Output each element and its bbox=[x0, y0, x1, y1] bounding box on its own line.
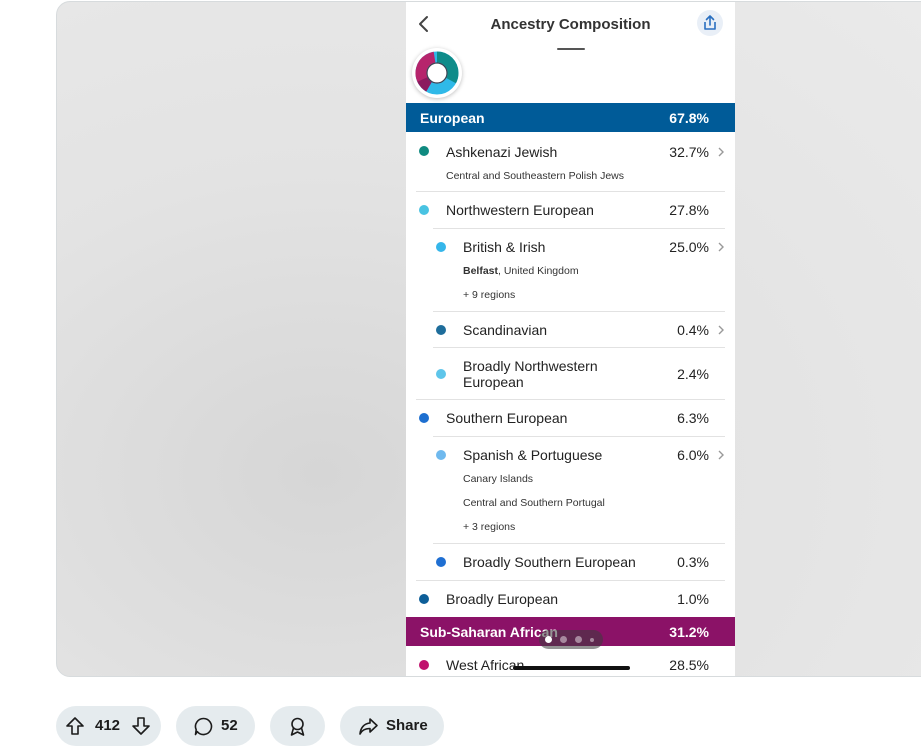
color-dot-icon bbox=[436, 369, 446, 379]
ancestry-row-northwestern-european[interactable]: Northwestern European 27.8% bbox=[406, 192, 735, 228]
share-arrow-icon bbox=[359, 718, 378, 735]
carousel-pager[interactable] bbox=[539, 630, 603, 649]
vote-control: 412 bbox=[56, 706, 161, 746]
ancestry-label: Northwestern European bbox=[446, 202, 594, 218]
ancestry-label: Broadly Northwestern European bbox=[463, 358, 598, 390]
section-percent: 67.8% bbox=[669, 110, 709, 126]
home-indicator bbox=[513, 666, 630, 670]
chevron-left-icon[interactable] bbox=[414, 14, 434, 34]
color-dot-icon bbox=[419, 146, 429, 156]
ancestry-percent: 6.3% bbox=[677, 410, 709, 426]
ancestry-row-broadly-southern-european[interactable]: Broadly Southern European 0.3% bbox=[406, 544, 735, 580]
upvote-icon[interactable] bbox=[65, 716, 85, 736]
donut-segment bbox=[415, 51, 459, 95]
ancestry-label: Scandinavian bbox=[463, 322, 548, 338]
ancestry-row-spanish-portuguese[interactable]: Spanish & Portuguese 6.0% Canary Islands… bbox=[406, 437, 735, 543]
pager-dot-active[interactable] bbox=[545, 636, 552, 643]
ancestry-label: Broadly Southern European bbox=[463, 554, 636, 570]
share-button[interactable]: Share bbox=[340, 706, 444, 746]
ancestry-percent: 1.0% bbox=[677, 591, 709, 607]
color-dot-icon bbox=[419, 660, 429, 670]
color-dot-icon bbox=[419, 205, 429, 215]
region-text: Central and Southern Portugal bbox=[463, 497, 605, 509]
color-dot-icon bbox=[419, 594, 429, 604]
color-dot-icon bbox=[436, 450, 446, 460]
share-icon[interactable] bbox=[697, 10, 723, 36]
ancestry-percent: 32.7% bbox=[669, 144, 709, 160]
section-percent: 31.2% bbox=[669, 624, 709, 640]
comments-button[interactable]: 52 bbox=[176, 706, 255, 746]
divider bbox=[433, 543, 725, 544]
ancestry-row-british-irish[interactable]: British & Irish 25.0% Belfast, United Ki… bbox=[406, 229, 735, 311]
ancestry-percent: 6.0% bbox=[677, 447, 709, 463]
more-regions-text: + 3 regions bbox=[463, 521, 516, 533]
region-text: Canary Islands bbox=[463, 473, 534, 485]
share-label: Share bbox=[386, 717, 428, 734]
ancestry-label: Broadly European bbox=[446, 591, 559, 607]
chevron-right-icon[interactable] bbox=[717, 147, 725, 157]
chevron-right-icon[interactable] bbox=[717, 242, 725, 252]
award-button[interactable] bbox=[270, 706, 325, 746]
ancestry-label: British & Irish bbox=[463, 239, 546, 255]
ancestry-row-broadly-european[interactable]: Broadly European 1.0% bbox=[406, 581, 735, 617]
divider bbox=[433, 228, 725, 229]
divider bbox=[433, 311, 725, 312]
chevron-right-icon[interactable] bbox=[717, 450, 725, 460]
downvote-icon[interactable] bbox=[131, 716, 151, 736]
region-country: , United Kingdom bbox=[498, 265, 579, 277]
sheet-handle[interactable] bbox=[557, 48, 585, 50]
ancestry-percent: 0.3% bbox=[677, 554, 709, 570]
ancestry-label: Ashkenazi Jewish bbox=[446, 144, 558, 160]
phone-screenshot: Ancestry Composition European 67.8% bbox=[406, 2, 735, 676]
pager-dot[interactable] bbox=[560, 636, 567, 643]
divider bbox=[416, 580, 725, 581]
divider bbox=[433, 436, 725, 437]
ancestry-label: West African bbox=[446, 657, 525, 673]
section-european[interactable]: European 67.8% bbox=[406, 103, 735, 132]
donut-segment bbox=[415, 51, 459, 95]
ancestry-percent: 0.4% bbox=[677, 322, 709, 338]
divider bbox=[416, 399, 725, 400]
divider bbox=[433, 347, 725, 348]
nav-bar: Ancestry Composition bbox=[406, 2, 735, 46]
page-title: Ancestry Composition bbox=[490, 16, 651, 33]
ancestry-percent: 25.0% bbox=[669, 239, 709, 255]
upvote-count: 412 bbox=[95, 717, 121, 734]
region-text: Belfast, United Kingdom bbox=[463, 265, 579, 277]
region-city: Belfast bbox=[463, 265, 499, 277]
region-text: Central and Southeastern Polish Jews bbox=[446, 170, 625, 182]
more-regions-text: + 9 regions bbox=[463, 289, 516, 301]
pager-dot[interactable] bbox=[590, 638, 594, 642]
award-icon bbox=[290, 717, 305, 736]
section-name: Sub-Saharan African bbox=[420, 624, 558, 640]
post-media-frame[interactable]: Ancestry Composition European 67.8% bbox=[56, 1, 921, 677]
color-dot-icon bbox=[436, 325, 446, 335]
ancestry-percent: 27.8% bbox=[669, 202, 709, 218]
pager-dot[interactable] bbox=[575, 636, 582, 643]
color-dot-icon bbox=[436, 557, 446, 567]
ancestry-label: Spanish & Portuguese bbox=[463, 447, 603, 463]
comment-count: 52 bbox=[221, 717, 238, 734]
ancestry-row-scandinavian[interactable]: Scandinavian 0.4% bbox=[406, 312, 735, 348]
ancestry-row-broadly-northwestern-european[interactable]: Broadly Northwestern European 2.4% bbox=[406, 348, 735, 400]
ancestry-percent: 28.5% bbox=[669, 657, 709, 673]
color-dot-icon bbox=[436, 242, 446, 252]
ancestry-row-ashkenazi-jewish[interactable]: Ashkenazi Jewish 32.7% Central and South… bbox=[406, 132, 735, 191]
section-name: European bbox=[420, 110, 485, 126]
chevron-right-icon[interactable] bbox=[717, 325, 725, 335]
divider bbox=[416, 191, 725, 192]
ancestry-row-west-african[interactable]: West African 28.5% bbox=[406, 646, 735, 676]
ancestry-label: Southern European bbox=[446, 410, 568, 426]
ancestry-donut-icon bbox=[412, 48, 462, 98]
ancestry-row-southern-european[interactable]: Southern European 6.3% bbox=[406, 400, 735, 436]
ancestry-percent: 2.4% bbox=[677, 366, 709, 382]
color-dot-icon bbox=[419, 413, 429, 423]
comment-icon bbox=[194, 717, 213, 736]
